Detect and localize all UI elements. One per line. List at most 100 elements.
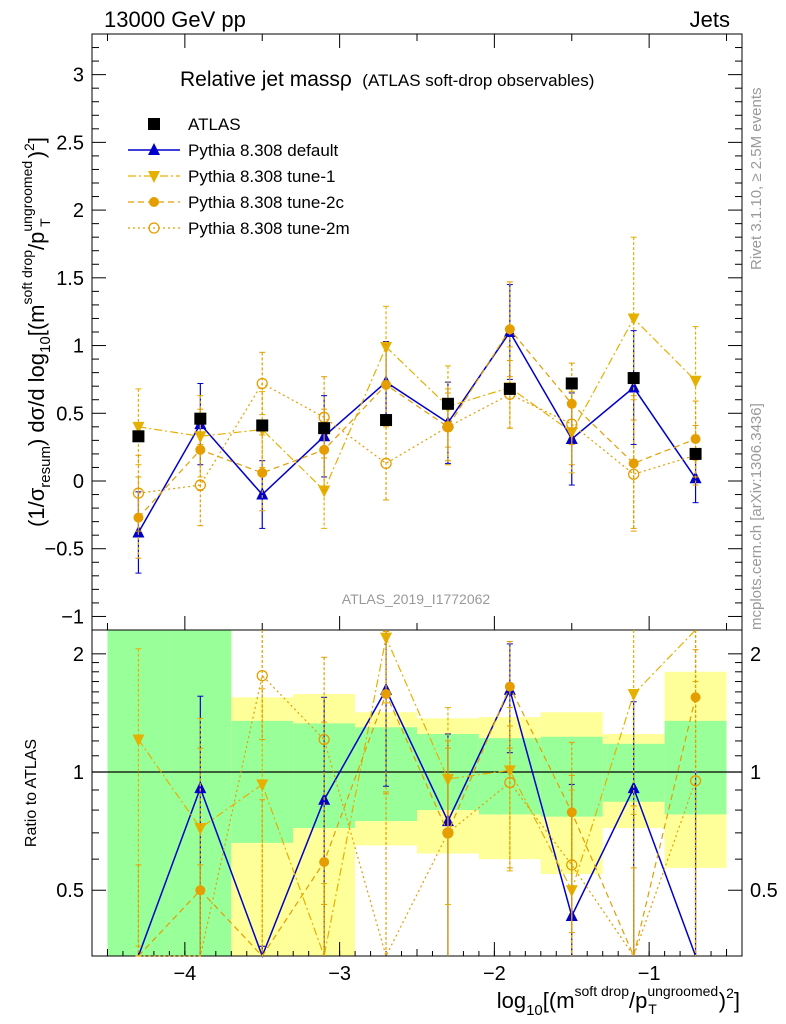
x-tick-label: −2 [483, 963, 506, 985]
beam-label: 13000 GeV pp [104, 7, 246, 32]
main-y-tick-label: −0.5 [45, 539, 84, 561]
main-y-tick-label: 1 [73, 336, 84, 358]
main-y-tick-label: 2.5 [56, 132, 84, 154]
main-point [627, 372, 640, 385]
ratio-point [627, 689, 640, 702]
ratio-point [442, 827, 454, 839]
main-point [628, 468, 640, 480]
main-series-pythia-8-308-tune-1 [132, 236, 702, 529]
main-point [256, 377, 268, 390]
svg-text:Rivet 3.1.10, ≥ 2.5M events: Rivet 3.1.10, ≥ 2.5M events [748, 88, 765, 271]
ratio-point [504, 776, 516, 789]
main-point [194, 431, 207, 444]
main-line-pythia-8-308-tune-2m [138, 382, 696, 494]
main-point [132, 487, 145, 499]
main-point [318, 422, 331, 435]
x-tick-label: −4 [173, 963, 196, 985]
legend-marker [148, 118, 160, 130]
analysis-id: ATLAS_2019_I1772062 [342, 591, 491, 607]
ratio-point [319, 857, 330, 868]
svg-text:mcplots.cern.ch [arXiv:1306.34: mcplots.cern.ch [arXiv:1306.3436] [748, 403, 765, 630]
main-point [627, 380, 640, 393]
main-point [256, 487, 269, 500]
legend-item-pythia-8-308-tune-1: Pythia 8.308 tune-1 [128, 167, 335, 186]
legend-label: Pythia 8.308 tune-2m [188, 219, 350, 238]
ratio-point [256, 669, 268, 682]
main-point [257, 467, 268, 478]
legend-marker [149, 197, 159, 207]
main-point [194, 412, 207, 425]
ratio-line-pythia-8-308-tune-2m [138, 674, 697, 958]
ratio-line-pythia-8-308-tune-2c [137, 685, 697, 958]
rivet-label: Rivet 3.1.10, ≥ 2.5M events [748, 88, 765, 271]
main-point [690, 434, 701, 445]
chart-subtitle: (ATLAS soft-drop observables) [362, 71, 594, 90]
chart-title-group: Relative jet massρ (ATLAS soft-drop obse… [180, 68, 594, 91]
ratio-line-pythia-8-308-default [137, 687, 697, 959]
legend-marker [148, 222, 160, 234]
ratio-y-tick-label: 1 [73, 762, 84, 784]
ratio-point [132, 734, 145, 747]
main-series-pythia-8-308-default [132, 284, 702, 574]
legend: ATLAS Pythia 8.308 default Pythia 8.308 tu… [128, 115, 350, 238]
main-point [380, 457, 392, 470]
main-point [318, 485, 331, 498]
main-point [504, 324, 515, 335]
main-point [256, 419, 269, 432]
ratio-point [504, 681, 515, 692]
main-line-pythia-8-308-tune-1 [138, 317, 696, 492]
main-y-tick-label: 0 [73, 471, 84, 493]
main-y-tick-label: 1.5 [56, 268, 84, 290]
main-y-axis-label: (1/σresum) dσ/d log10[(msoft drop/pungro… [19, 137, 54, 527]
x-axis-label: log10[(msoft drop/pungroomed T)2] [497, 983, 740, 1019]
svg-text:Ratio to ATLAS: Ratio to ATLAS [23, 739, 40, 847]
main-line-pythia-8-308-tune-2c [137, 328, 696, 518]
ratio-series-pythia-8-308-tune-2m [135, 630, 702, 958]
main-point [441, 397, 454, 410]
legend-label: Pythia 8.308 tune-1 [188, 167, 335, 186]
ratio-bands [92, 630, 742, 956]
ratio-point [256, 779, 269, 792]
ratio-point [194, 781, 207, 794]
main-point [566, 418, 578, 430]
main-y-tick-label: 3 [73, 65, 84, 87]
main-y-tick-label: 0.5 [56, 403, 84, 425]
main-point [132, 430, 145, 443]
x-tick-label: −1 [638, 963, 661, 985]
x-tick-label: −3 [328, 963, 351, 985]
ratio-y-axis-label: Ratio to ATLAS [23, 739, 40, 847]
legend-item-pythia-8-308-tune-2c: Pythia 8.308 tune-2c [128, 193, 344, 212]
legend-label: ATLAS [188, 115, 241, 134]
legend-item-pythia-8-308-tune-2m: Pythia 8.308 tune-2m [128, 219, 350, 238]
legend-item-atlas: ATLAS [148, 115, 241, 134]
legend-label: Pythia 8.308 default [188, 141, 339, 160]
ratio-point [689, 775, 702, 787]
main-point [442, 421, 454, 433]
main-point [194, 479, 206, 491]
ratio-y-tick-label-right: 1 [750, 762, 761, 784]
ratio-y-tick-label-right: 2 [750, 644, 761, 666]
legend-marker [148, 171, 160, 183]
main-point [380, 414, 393, 427]
axes: −1 −0.5 0 0.5 1 1.5 2 2.5 3 −4 −3 −2 −1 0.5 0.5 1 1 2 2 [45, 34, 778, 985]
main-point [380, 341, 393, 354]
main-series [132, 236, 702, 574]
ratio-line-pythia-8-308-tune-1 [137, 629, 697, 959]
svg-text:(1/σresum) dσ/d log10[(msoft d: (1/σresum) dσ/d log10[(msoft drop/pungro… [19, 137, 54, 527]
legend-label: Pythia 8.308 tune-2c [188, 193, 344, 212]
main-point [689, 447, 702, 460]
main-point [381, 379, 392, 390]
main-series-pythia-8-308-tune-2c [133, 281, 701, 559]
main-point [319, 444, 330, 455]
main-point [503, 382, 516, 395]
ratio-series [132, 629, 702, 959]
category-label: Jets [690, 7, 730, 32]
main-point [627, 313, 640, 326]
ratio-y-tick-label: 0.5 [56, 880, 84, 902]
ratio-point [381, 689, 392, 700]
main-line-pythia-8-308-default [137, 330, 697, 533]
ratio-point [318, 733, 330, 746]
main-series-pythia-8-308-tune-2m [132, 351, 702, 532]
